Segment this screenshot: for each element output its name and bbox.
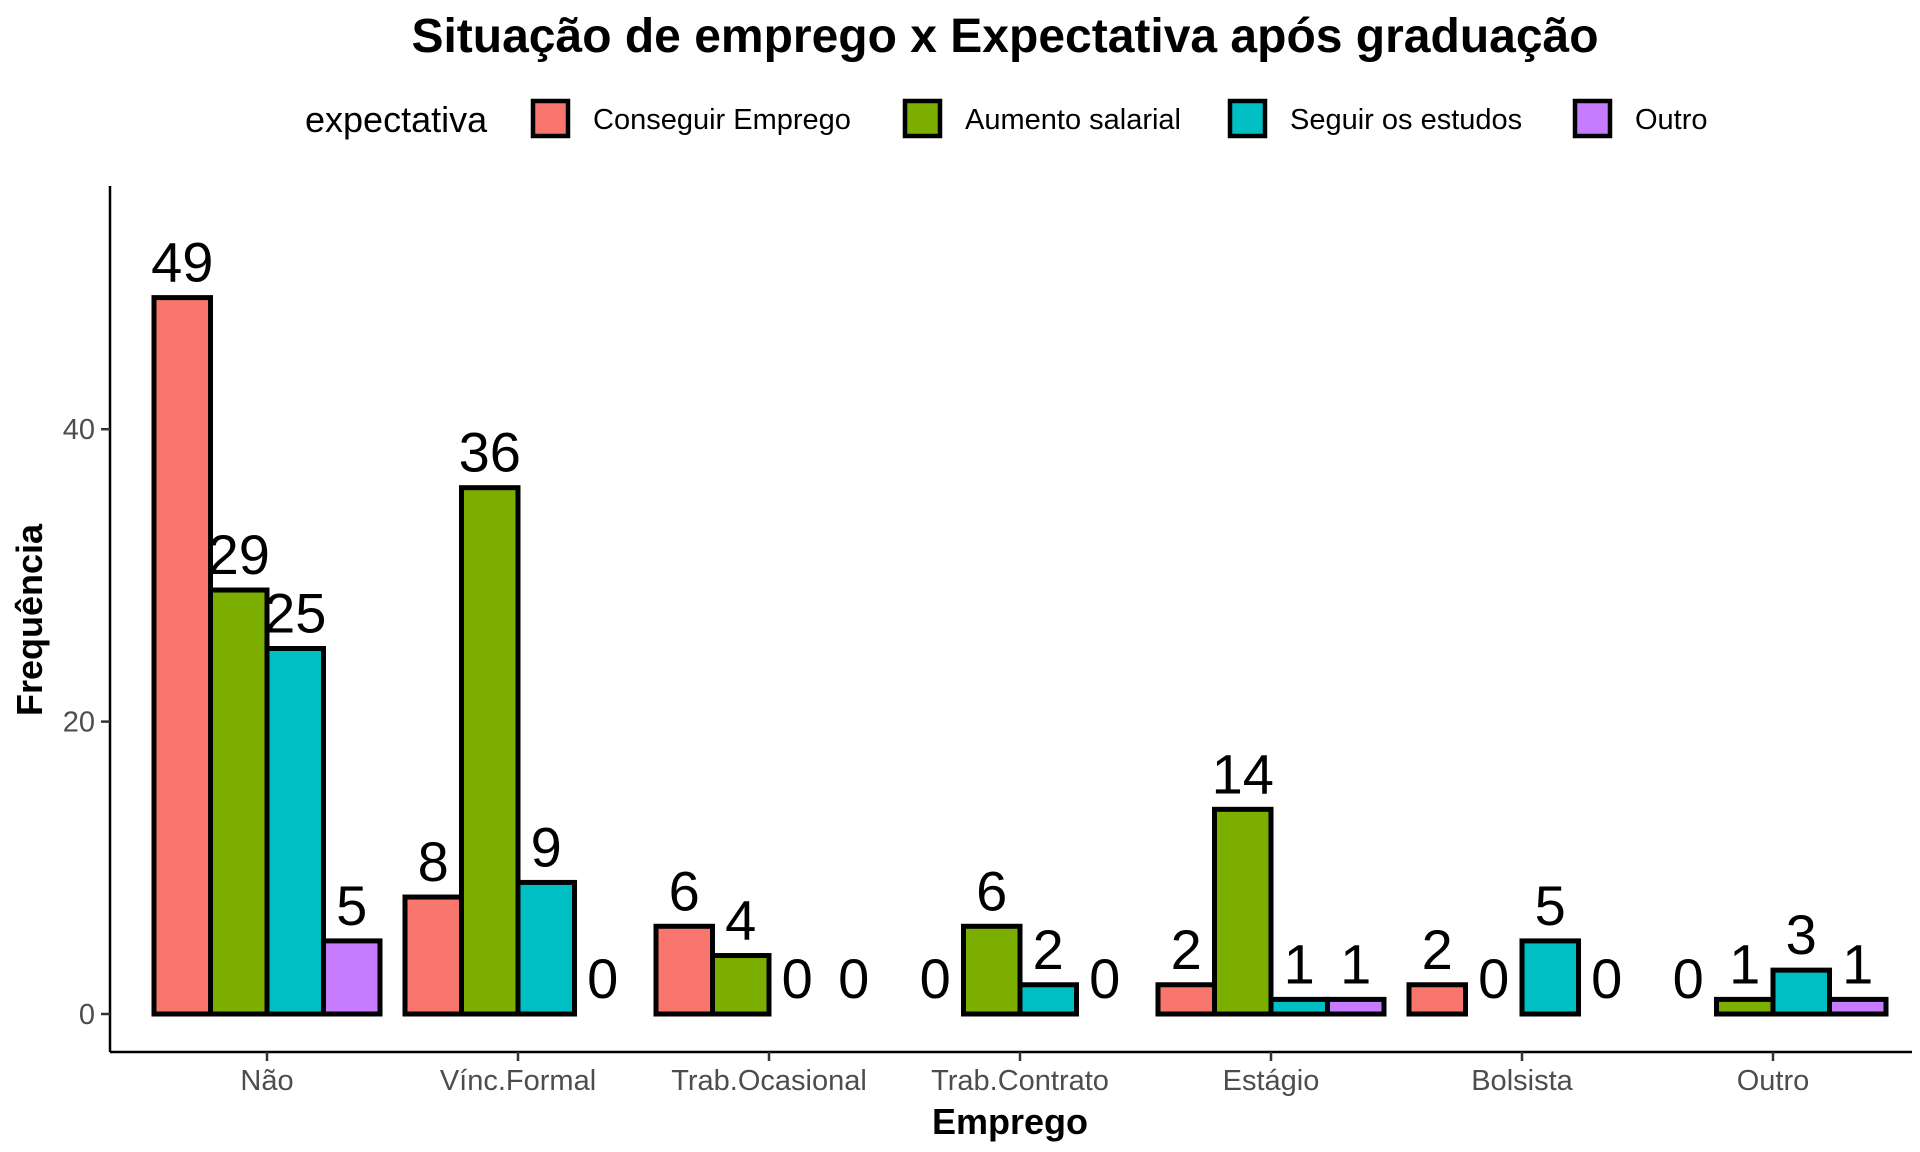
- x-axis: Não Vínc.Formal Trab.Ocasional Trab.Contrat…: [110, 1050, 1912, 1097]
- legend-items: Conseguir Emprego Aumento salarial Seguir …: [530, 98, 1708, 139]
- y-tick-label: 40: [63, 414, 95, 446]
- data-label-seguir-os-estudos-trab-contrato: 2: [1033, 918, 1064, 981]
- data-label-outro-bolsista: 0: [1591, 947, 1622, 1010]
- data-label-outro-outro: 1: [1842, 932, 1873, 995]
- data-label-outro-trab-contrato: 0: [1089, 947, 1120, 1010]
- x-tick-label: Vínc.Formal: [440, 1065, 596, 1097]
- x-tick-label: Trab.Contrato: [931, 1065, 1109, 1097]
- bar-seguir-os-estudos-trab-contrato: [1017, 982, 1079, 1017]
- bar-conseguir-emprego-estagio: [1155, 982, 1217, 1017]
- bar-aumento-salarial-estagio: [1212, 806, 1274, 1017]
- data-label-aumento-salarial-trab-ocasional: 4: [725, 889, 756, 952]
- data-label-aumento-salarial-trab-contrato: 6: [976, 859, 1007, 922]
- data-label-conseguir-emprego-trab-ocasional: 6: [669, 859, 700, 922]
- bar-outro-estagio: [1325, 996, 1387, 1017]
- chart-title: Situação de emprego x Expectativa após g…: [411, 10, 1598, 63]
- bar-seguir-os-estudos-nao: [264, 646, 326, 1017]
- data-label-aumento-salarial-nao: 29: [208, 523, 270, 586]
- data-label-outro-trab-ocasional: 0: [838, 947, 869, 1010]
- bar-aumento-salarial-outro: [1714, 996, 1776, 1017]
- data-label-seguir-os-estudos-vinc-formal: 9: [531, 815, 562, 878]
- data-label-conseguir-emprego-vinc-formal: 8: [418, 830, 449, 893]
- x-tick-label: Não: [240, 1065, 293, 1097]
- x-axis-title: Emprego: [932, 1101, 1088, 1142]
- x-tick-label: Bolsista: [1471, 1065, 1573, 1097]
- data-label-outro-estagio: 1: [1340, 932, 1371, 995]
- data-label-conseguir-emprego-bolsista: 2: [1422, 918, 1453, 981]
- bar-seguir-os-estudos-bolsista: [1519, 938, 1581, 1017]
- x-tick-label: Estágio: [1223, 1065, 1320, 1097]
- x-tick-label: Outro: [1737, 1065, 1810, 1097]
- y-axis: 0 20 40: [63, 186, 112, 1052]
- data-label-conseguir-emprego-outro: 0: [1673, 947, 1704, 1010]
- y-tick-label: 20: [63, 707, 95, 739]
- data-label-seguir-os-estudos-estagio: 1: [1284, 932, 1315, 995]
- data-label-outro-vinc-formal: 0: [587, 947, 618, 1010]
- legend-label-outro: Outro: [1635, 104, 1708, 136]
- bar-outro-nao: [321, 938, 383, 1017]
- data-label-conseguir-emprego-trab-contrato: 0: [920, 947, 951, 1010]
- legend-key-conseguir-emprego: [530, 98, 571, 139]
- bar-seguir-os-estudos-estagio: [1268, 996, 1330, 1017]
- data-label-seguir-os-estudos-nao: 25: [264, 582, 326, 645]
- bar-aumento-salarial-vinc-formal: [459, 485, 521, 1017]
- legend-label-aumento-salarial: Aumento salarial: [965, 104, 1181, 136]
- data-label-outro-nao: 5: [336, 874, 367, 937]
- data-label-conseguir-emprego-estagio: 2: [1171, 918, 1202, 981]
- bar-seguir-os-estudos-vinc-formal: [515, 879, 577, 1017]
- bar-conseguir-emprego-bolsista: [1406, 982, 1468, 1017]
- bar-conseguir-emprego-trab-ocasional: [653, 923, 715, 1017]
- data-label-seguir-os-estudos-trab-ocasional: 0: [782, 947, 813, 1010]
- legend-key-aumento-salarial: [902, 98, 943, 139]
- bar-aumento-salarial-trab-ocasional: [710, 953, 772, 1017]
- legend-key-seguir-os-estudos: [1227, 98, 1268, 139]
- bars: [151, 295, 1889, 1017]
- data-label-aumento-salarial-outro: 1: [1729, 932, 1760, 995]
- bar-aumento-salarial-nao: [208, 587, 270, 1017]
- data-label-seguir-os-estudos-bolsista: 5: [1535, 874, 1566, 937]
- legend-key-outro: [1572, 98, 1613, 139]
- data-label-aumento-salarial-vinc-formal: 36: [459, 421, 521, 484]
- bar-seguir-os-estudos-outro: [1770, 967, 1832, 1017]
- x-tick-label: Trab.Ocasional: [671, 1065, 867, 1097]
- data-label-aumento-salarial-estagio: 14: [1212, 742, 1274, 805]
- bar-outro-outro: [1827, 996, 1889, 1017]
- data-label-aumento-salarial-bolsista: 0: [1478, 947, 1509, 1010]
- y-tick-label: 0: [79, 999, 95, 1031]
- data-label-conseguir-emprego-nao: 49: [151, 231, 213, 294]
- y-axis-title: Frequência: [9, 523, 50, 716]
- bar-conseguir-emprego-vinc-formal: [402, 894, 464, 1017]
- bar-aumento-salarial-trab-contrato: [961, 923, 1023, 1017]
- legend-label-conseguir-emprego: Conseguir Emprego: [593, 104, 851, 136]
- data-label-seguir-os-estudos-outro: 3: [1786, 903, 1817, 966]
- legend: expectativa Conseguir Emprego Aumento sal…: [305, 98, 1708, 140]
- legend-title: expectativa: [305, 99, 488, 140]
- bar-conseguir-emprego-nao: [151, 295, 213, 1017]
- legend-label-seguir-os-estudos: Seguir os estudos: [1290, 104, 1522, 136]
